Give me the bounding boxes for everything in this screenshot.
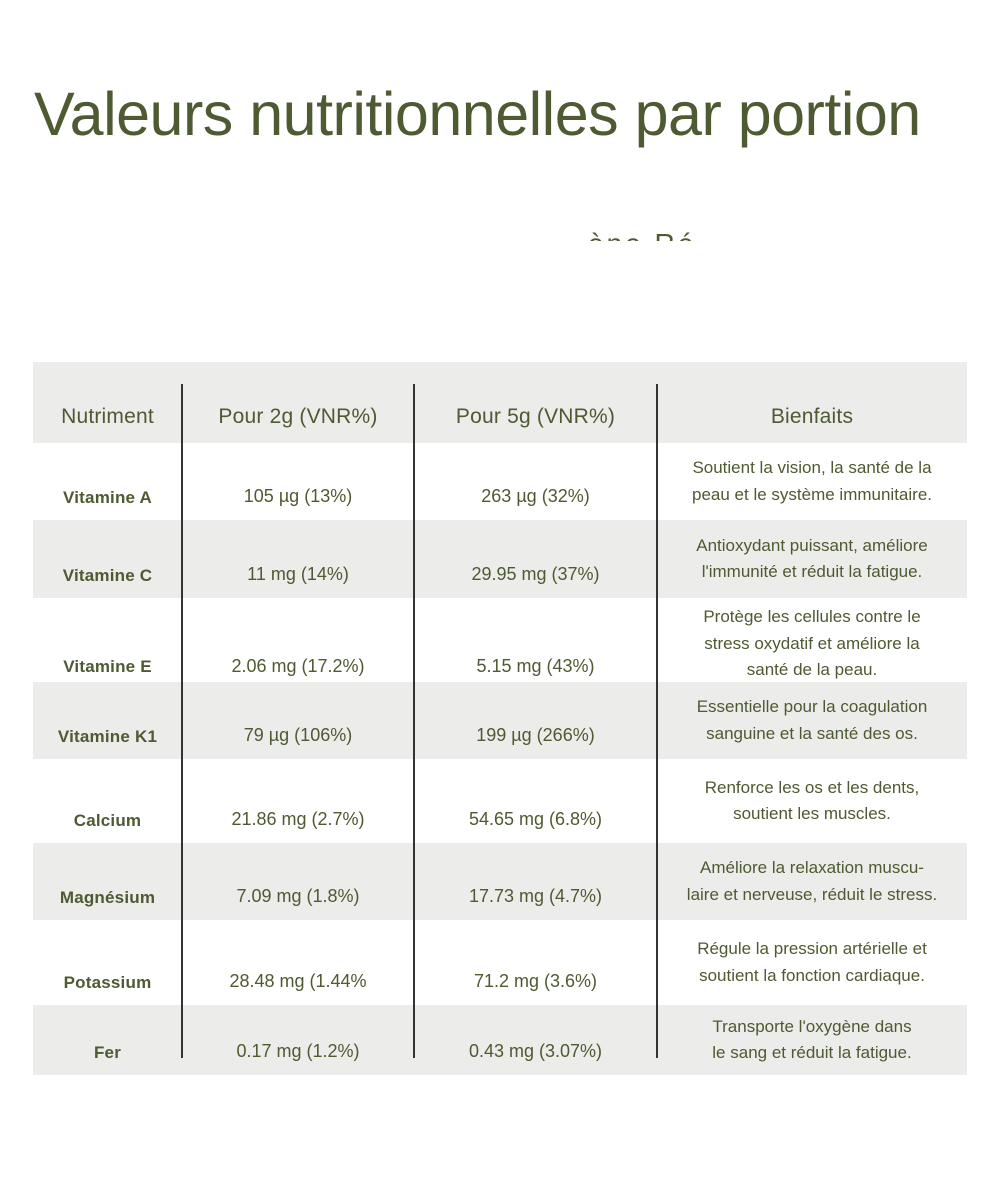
nutrient-name: Vitamine K1	[57, 726, 158, 746]
clipped-text-fragment: ène Ré	[588, 231, 718, 241]
table-row-magnesium: Magnésium 7.09 mg (1.8%) 17.73 mg (4.7%)…	[33, 843, 967, 920]
benefit-text: Renforce les os et les dents, soutient l…	[704, 777, 920, 824]
value-per-2g: 28.48 mg (1.44%	[229, 971, 367, 992]
value-per-5g: 54.65 mg (6.8%)	[468, 809, 603, 830]
column-header-per-5g: Pour 5g (VNR%)	[455, 404, 616, 428]
nutrient-name: Vitamine E	[63, 657, 152, 677]
table-row-vitamine-c: Vitamine C 11 mg (14%) 29.95 mg (37%) An…	[33, 520, 967, 598]
column-divider	[181, 384, 183, 1058]
benefit-text: Essentielle pour la coagulation sanguine…	[696, 697, 928, 743]
value-per-5g: 263 µg (32%)	[481, 486, 590, 507]
value-per-2g: 2.06 mg (17.2%)	[231, 655, 365, 676]
nutrient-name: Vitamine A	[63, 487, 152, 507]
nutrient-name: Potassium	[63, 972, 152, 992]
value-per-5g: 0.43 mg (3.07%)	[468, 1041, 603, 1062]
value-per-2g: 7.09 mg (1.8%)	[236, 886, 360, 907]
table-header-row: Nutriment Pour 2g (VNR%) Pour 5g (VNR%) …	[33, 362, 967, 443]
column-header-benefits: Bienfaits	[770, 404, 854, 428]
value-per-2g: 0.17 mg (1.2%)	[236, 1041, 360, 1062]
nutrient-name: Magnésium	[59, 887, 156, 907]
value-per-5g: 199 µg (266%)	[476, 725, 595, 746]
benefit-text: Améliore la relaxation muscu- laire et n…	[686, 858, 938, 904]
nutrition-table: Nutriment Pour 2g (VNR%) Pour 5g (VNR%) …	[33, 362, 967, 1075]
value-per-2g: 105 µg (13%)	[243, 486, 353, 507]
benefit-text: Transporte l'oxygène dans le sang et réd…	[712, 1016, 912, 1063]
table-row-calcium: Calcium 21.86 mg (2.7%) 54.65 mg (6.8%) …	[33, 759, 967, 843]
benefit-text: Régule la pression artérielle et soutien…	[697, 939, 927, 985]
value-per-2g: 21.86 mg (2.7%)	[231, 809, 365, 830]
value-per-5g: 29.95 mg (37%)	[471, 564, 600, 585]
benefit-text: Antioxydant puissant, améliore l'immunit…	[696, 535, 928, 582]
table-row-vitamine-k1: Vitamine K1 79 µg (106%) 199 µg (266%) E…	[33, 682, 967, 759]
benefit-text: Protège les cellules contre le stress ox…	[703, 607, 921, 679]
nutrient-name: Vitamine C	[62, 565, 153, 585]
table-row-vitamine-a: Vitamine A 105 µg (13%) 263 µg (32%) Sou…	[33, 443, 967, 520]
value-per-5g: 17.73 mg (4.7%)	[468, 886, 603, 907]
nutrient-name: Calcium	[73, 810, 142, 830]
column-divider	[413, 384, 415, 1058]
value-per-2g: 11 mg (14%)	[247, 564, 349, 585]
table-row-potassium: Potassium 28.48 mg (1.44% 71.2 mg (3.6%)…	[33, 920, 967, 1005]
value-per-5g: 5.15 mg (43%)	[476, 655, 595, 676]
value-per-5g: 71.2 mg (3.6%)	[473, 971, 598, 992]
column-header-nutrient: Nutriment	[61, 404, 154, 428]
clipped-text: ène Ré	[588, 231, 718, 241]
table-row-vitamine-e: Vitamine E 2.06 mg (17.2%) 5.15 mg (43%)…	[33, 598, 967, 682]
benefit-text: Soutient la vision, la santé de la peau …	[692, 458, 932, 504]
table-row-fer: Fer 0.17 mg (1.2%) 0.43 mg (3.07%) Trans…	[33, 1005, 967, 1075]
column-header-per-2g: Pour 2g (VNR%)	[218, 404, 378, 428]
nutrient-name: Fer	[93, 1042, 122, 1062]
column-divider	[656, 384, 658, 1058]
value-per-2g: 79 µg (106%)	[243, 725, 353, 746]
page-title: Valeurs nutritionnelles par portion	[34, 80, 921, 148]
